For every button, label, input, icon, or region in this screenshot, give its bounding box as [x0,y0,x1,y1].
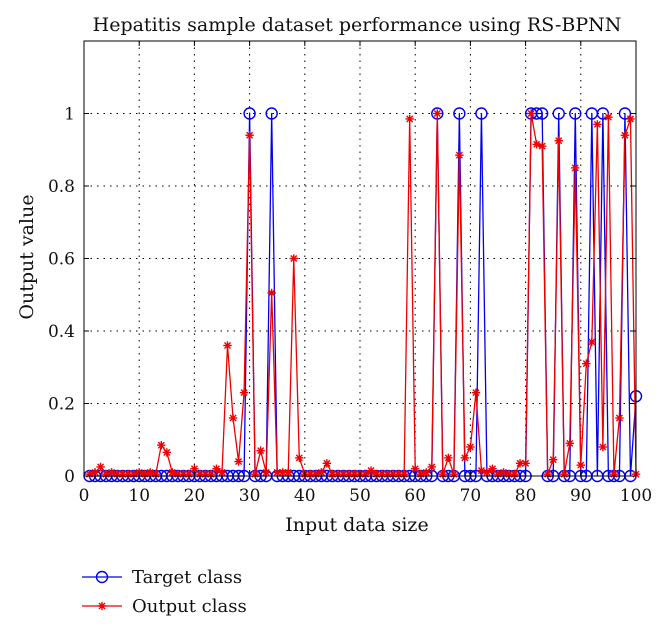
data-point-output-class [510,469,519,479]
data-point-output-class [90,468,100,477]
data-point-output-class [295,453,304,463]
x-tick-label: 40 [294,486,316,506]
data-point-output-class [549,455,558,464]
data-point-output-class [223,341,232,350]
axis-ticks: 0 10 20 30 40 50 60 70 80 90 100 0 0.2 0.4 0.6 0.8 1 [48,41,652,506]
data-point-output-class [488,464,497,473]
data-point-output-class [537,141,547,151]
y-tick-label: 0.8 [48,177,75,197]
data-point-output-class [322,459,332,468]
legend: Target class Output class [82,567,247,617]
x-tick-label: 0 [79,486,90,506]
y-tick-label: 0 [64,467,75,487]
data-point-output-class [438,469,447,479]
y-tick-label: 0.2 [48,395,75,415]
legend-item-output-class: Output class [82,596,247,617]
chart-title: Hepatitis sample dataset performance usi… [93,14,622,36]
data-point-target-class [475,107,488,120]
data-point-output-class [427,462,436,472]
data-point-output-class [422,468,431,477]
data-point-output-class [245,131,254,140]
x-axis-label: Input data size [285,514,428,536]
legend-label-output-class: Output class [132,596,247,617]
data-point-output-class [399,469,409,479]
data-point-output-class [256,446,265,455]
data-point-output-class [261,468,271,477]
legend-marker-output-class [97,601,107,611]
y-axis-label: Output value [16,194,38,319]
data-point-output-class [565,439,574,448]
x-tick-label: 20 [184,486,206,506]
data-point-output-class [609,469,619,479]
data-point-output-class [157,440,166,450]
data-point-output-class [482,468,492,477]
data-point-output-class [455,150,464,160]
data-point-target-class [552,107,565,120]
data-point-output-class [317,468,326,477]
y-tick-label: 0.6 [48,250,75,270]
data-point-target-class [569,107,582,120]
y-tick-label: 1 [64,105,75,125]
data-point-output-class [405,114,414,124]
data-point-output-class [234,457,243,466]
data-point-output-class [212,464,221,473]
x-tick-label: 100 [620,486,652,506]
data-point-output-class [560,469,569,479]
data-point-output-class [615,413,624,423]
x-tick-label: 90 [570,486,592,506]
x-tick-label: 30 [239,486,261,506]
data-point-output-class [593,120,602,129]
data-point-output-class [267,288,276,298]
data-point-target-class [265,107,278,120]
data-point-output-class [571,163,580,173]
data-point-target-class [535,107,549,120]
data-point-output-class [471,388,481,397]
data-point-output-class [598,442,608,452]
data-point-target-class [453,107,466,120]
legend-label-target-class: Target class [132,567,242,588]
series-output-class [85,109,641,479]
data-point-output-class [582,359,591,368]
legend-item-target-class: Target class [82,567,242,588]
data-point-output-class [433,109,442,118]
data-point-output-class [217,468,227,477]
data-point-output-class [576,460,585,470]
x-tick-label: 60 [404,486,426,506]
grid-lines [83,41,637,477]
x-tick-label: 70 [460,486,482,506]
series-layer [83,107,643,483]
data-point-output-class [366,466,376,475]
data-point-output-class [250,469,260,479]
legend-star-marker [97,601,107,611]
data-point-output-class [289,254,298,263]
data-point-output-class [162,448,171,457]
x-tick-label: 80 [515,486,537,506]
data-point-output-class [521,459,530,468]
data-point-output-class [449,469,459,479]
data-point-output-class [604,112,613,122]
data-point-output-class [228,413,238,423]
y-tick-label: 0.4 [48,322,75,342]
data-point-output-class [284,468,293,477]
data-point-output-class [526,109,536,118]
data-point-target-class [243,107,256,120]
data-point-output-class [460,453,470,463]
data-point-output-class [554,136,563,145]
data-point-target-class [618,107,632,120]
data-point-output-class [96,462,105,472]
data-point-output-class [620,131,630,140]
data-point-output-class [444,453,453,463]
data-point-output-class [466,442,475,452]
x-tick-label: 50 [349,486,371,506]
data-point-output-class [587,337,597,347]
data-point-output-class [239,388,249,397]
data-point-output-class [543,469,552,479]
data-point-output-class [151,469,160,479]
legend-marker-target-class [95,570,109,584]
data-point-output-class [626,114,635,124]
series-line-output-class [89,112,637,475]
x-tick-label: 10 [128,486,150,506]
